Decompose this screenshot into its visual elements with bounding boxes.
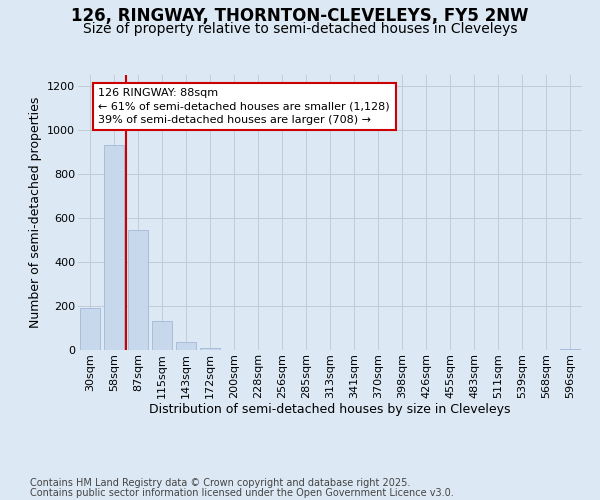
Text: 126, RINGWAY, THORNTON-CLEVELEYS, FY5 2NW: 126, RINGWAY, THORNTON-CLEVELEYS, FY5 2N… <box>71 8 529 26</box>
Text: Size of property relative to semi-detached houses in Cleveleys: Size of property relative to semi-detach… <box>83 22 517 36</box>
Bar <box>128 230 148 350</box>
Y-axis label: Number of semi-detached properties: Number of semi-detached properties <box>29 97 41 328</box>
Bar <box>152 322 172 350</box>
X-axis label: Distribution of semi-detached houses by size in Cleveleys: Distribution of semi-detached houses by … <box>149 404 511 416</box>
Text: Contains HM Land Registry data © Crown copyright and database right 2025.: Contains HM Land Registry data © Crown c… <box>30 478 410 488</box>
Text: 126 RINGWAY: 88sqm
← 61% of semi-detached houses are smaller (1,128)
39% of semi: 126 RINGWAY: 88sqm ← 61% of semi-detache… <box>98 88 390 124</box>
Text: Contains public sector information licensed under the Open Government Licence v3: Contains public sector information licen… <box>30 488 454 498</box>
Bar <box>560 349 580 350</box>
Bar <box>176 342 196 350</box>
Bar <box>200 348 220 350</box>
Bar <box>104 146 124 350</box>
Bar <box>80 308 100 350</box>
